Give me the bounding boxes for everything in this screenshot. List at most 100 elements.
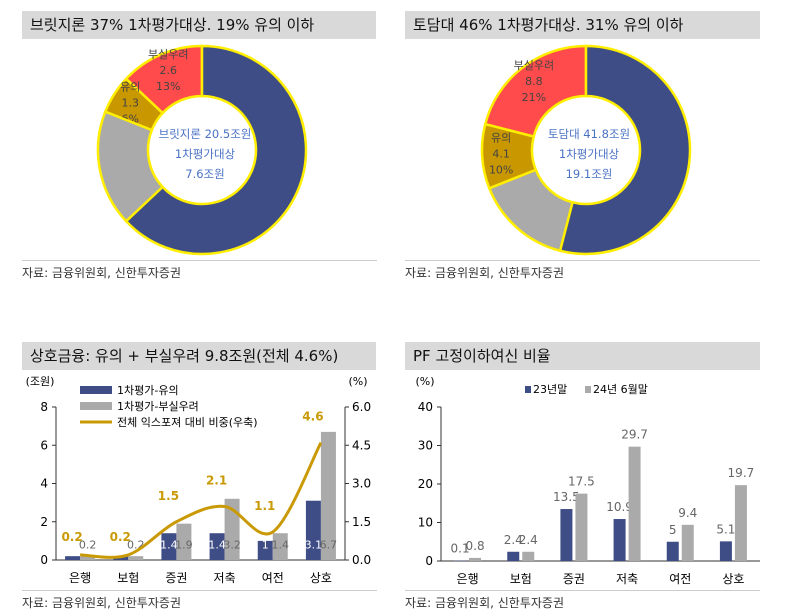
- x-tick-label: 은행: [69, 570, 91, 585]
- legend-swatch: [585, 386, 591, 393]
- x-tick-label: 증권: [563, 572, 585, 586]
- slice-label: 부실우려: [148, 48, 188, 61]
- bar-value-label: 2.4: [519, 533, 538, 547]
- legend-label: 1차평가-유의: [117, 384, 179, 397]
- donut-slice: [487, 168, 575, 253]
- y-tick-label: 0: [425, 554, 433, 568]
- bar-value-label: 1.4: [160, 539, 178, 552]
- donut-slice: [483, 44, 588, 139]
- legend-label: 23년말: [533, 383, 567, 396]
- donut-center-label: 1차평가대상: [175, 147, 236, 161]
- chart-title-pf-npl-ratio: PF 고정이하여신 비율: [405, 342, 760, 370]
- bar-value-label: 0.1: [451, 542, 470, 556]
- y2-tick-label: 3.0: [352, 477, 371, 491]
- legend-swatch: [80, 402, 112, 410]
- y-tick-label: 2: [40, 515, 48, 529]
- bar: [613, 519, 626, 561]
- line-value-label: 1.5: [158, 489, 179, 503]
- donut-center-label: 토담대 41.8조원: [548, 127, 630, 141]
- bar-value-label: 10.9: [606, 500, 633, 514]
- line-value-label: 2.1: [206, 473, 227, 487]
- x-tick-label: 은행: [457, 571, 479, 586]
- slice-label: 2.6: [159, 64, 177, 77]
- bar: [80, 556, 96, 560]
- line-value-label: 1.1: [254, 499, 275, 513]
- source-note: 자료: 금융위원회, 신한투자증권: [405, 260, 760, 281]
- slice-label: 유의: [120, 80, 140, 93]
- bar: [719, 541, 732, 561]
- bar: [305, 500, 321, 560]
- legend-swatch: [525, 386, 531, 393]
- x-tick-label: 여전: [669, 572, 691, 586]
- chart-title-land-loan: 토담대 46% 1차평가대상. 31% 유의 이하: [405, 11, 760, 39]
- bar: [224, 498, 240, 560]
- legend-label: 1차평가-부실우려: [117, 400, 199, 413]
- bar: [575, 493, 588, 561]
- bar-value-label: 2.4: [504, 533, 523, 547]
- slice-label: 1.3: [121, 96, 139, 109]
- x-tick-label: 상호: [310, 571, 332, 585]
- source-note: 자료: 금융위원회, 신한투자증권: [22, 260, 377, 281]
- line-value-label: 0.2: [110, 530, 131, 544]
- legend-label: 전체 익스포져 대비 비중(우축): [117, 416, 258, 429]
- slice-label: 부실우려: [514, 59, 554, 72]
- bar-value-label: 1.4: [272, 539, 290, 552]
- x-tick-label: 여전: [262, 571, 284, 585]
- bar: [628, 446, 641, 561]
- bar-value-label: 1.4: [208, 539, 226, 552]
- x-tick-label: 증권: [165, 571, 187, 585]
- x-tick-label: 저축: [214, 571, 236, 585]
- bar: [507, 551, 520, 561]
- bar-value-label: 29.7: [621, 428, 648, 442]
- bar: [681, 524, 694, 561]
- slice-label: 10%: [489, 163, 513, 176]
- x-tick-label: 상호: [722, 572, 744, 586]
- bar-value-label: 0.2: [79, 539, 97, 552]
- legend-swatch: [80, 386, 112, 394]
- donut-slice: [124, 44, 308, 256]
- donut-center-label: 7.6조원: [185, 167, 224, 181]
- y-axis-unit: (%): [415, 375, 434, 388]
- bar-value-label: 13.5: [553, 490, 580, 504]
- y-tick-label: 30: [418, 439, 433, 453]
- chart-title-mutual-finance: 상호금융: 유의 + 부실우려 9.8조원(전체 4.6%): [22, 342, 376, 370]
- line-value-label: 4.6: [302, 410, 323, 424]
- donut-slice: [558, 44, 692, 256]
- bar: [161, 533, 177, 560]
- y2-tick-label: 6.0: [352, 400, 371, 414]
- x-tick-label: 보험: [117, 571, 139, 585]
- slice-label: 유의: [491, 131, 511, 144]
- bar: [257, 540, 273, 560]
- donut-center-label: 1차평가대상: [559, 147, 620, 161]
- y2-tick-label: 4.5: [352, 438, 371, 452]
- source-note: 자료: 금융위원회, 신한투자증권: [22, 590, 377, 611]
- x-tick-label: 저축: [616, 572, 638, 586]
- y-tick-label: 6: [40, 438, 48, 452]
- y-axis-unit: (조원): [26, 375, 55, 388]
- y2-tick-label: 0.0: [352, 553, 371, 567]
- bar-value-label: 17.5: [568, 475, 595, 489]
- bar-value-label: 3.2: [223, 539, 241, 552]
- source-note: 자료: 금융위원회, 신한투자증권: [405, 590, 760, 611]
- bar: [522, 551, 535, 561]
- bar: [209, 533, 225, 560]
- bar-value-label: 9.4: [678, 506, 697, 520]
- bar: [272, 533, 288, 560]
- bar: [128, 556, 144, 560]
- bar: [560, 509, 573, 561]
- x-tick-label: 보험: [510, 572, 532, 586]
- bar: [176, 523, 192, 560]
- slice-label: 8.8: [525, 75, 543, 88]
- bar-value-label: 1: [262, 539, 269, 552]
- y2-axis-unit: (%): [348, 375, 367, 388]
- legend-label: 24년 6월말: [593, 383, 648, 396]
- slice-label: 21%: [522, 91, 546, 104]
- y-tick-label: 8: [40, 400, 48, 414]
- bar-value-label: 3.1: [305, 539, 323, 552]
- y-tick-label: 20: [418, 477, 433, 491]
- y-tick-label: 4: [40, 477, 48, 491]
- y2-tick-label: 1.5: [352, 515, 371, 529]
- bar: [666, 541, 679, 561]
- bar-value-label: 1.9: [175, 539, 193, 552]
